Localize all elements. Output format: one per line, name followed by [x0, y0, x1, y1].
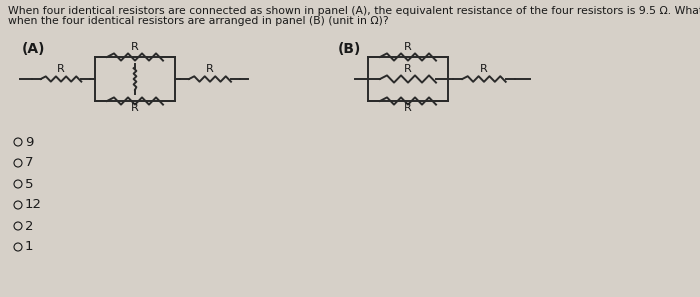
Text: R: R — [131, 103, 139, 113]
Text: 5: 5 — [25, 178, 34, 190]
Text: R: R — [206, 64, 214, 74]
Text: 12: 12 — [25, 198, 42, 211]
Text: (B): (B) — [338, 42, 361, 56]
Text: When four identical resistors are connected as shown in panel (A), the equivalen: When four identical resistors are connec… — [8, 6, 700, 16]
Text: 7: 7 — [25, 157, 34, 170]
Text: (A): (A) — [22, 42, 46, 56]
Text: when the four identical resistors are arranged in panel (B) (unit in Ω)?: when the four identical resistors are ar… — [8, 16, 388, 26]
Text: 2: 2 — [25, 219, 34, 233]
Text: R: R — [404, 42, 412, 52]
Text: 9: 9 — [25, 135, 34, 148]
Text: R: R — [57, 64, 64, 74]
Text: R: R — [131, 42, 139, 52]
Text: R: R — [480, 64, 488, 74]
Text: 1: 1 — [25, 241, 34, 254]
Text: R: R — [404, 64, 412, 74]
Text: R: R — [404, 103, 412, 113]
